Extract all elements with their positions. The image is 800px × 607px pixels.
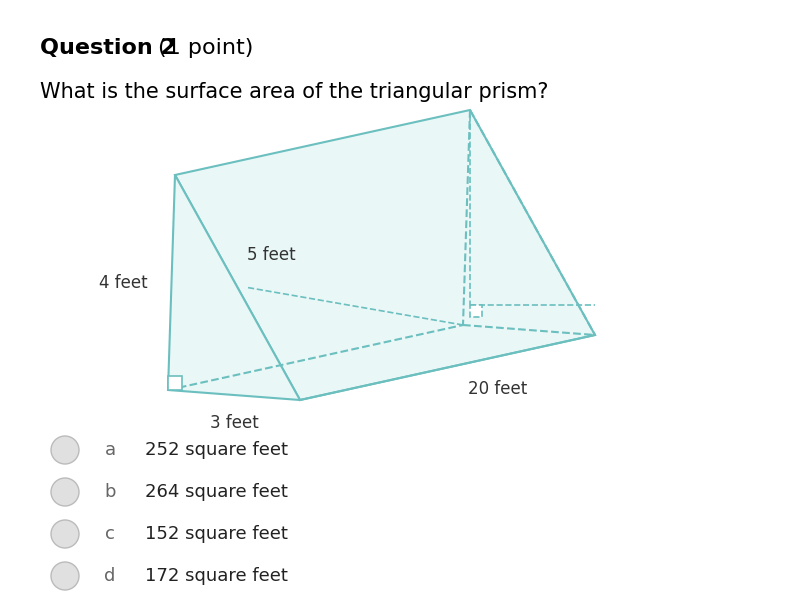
Text: 152 square feet: 152 square feet [145,525,288,543]
Text: a: a [105,441,115,459]
Text: Question 2: Question 2 [40,38,176,58]
Text: c: c [105,525,115,543]
Text: b: b [104,483,116,501]
Circle shape [51,436,79,464]
Text: d: d [104,567,116,585]
Text: 3 feet: 3 feet [210,414,258,432]
Polygon shape [168,376,182,390]
Polygon shape [470,305,482,317]
Text: 252 square feet: 252 square feet [145,441,288,459]
Text: 4 feet: 4 feet [99,274,148,291]
Text: 264 square feet: 264 square feet [145,483,288,501]
Text: 5 feet: 5 feet [247,246,296,264]
Polygon shape [168,175,300,400]
Polygon shape [175,110,595,400]
Circle shape [51,478,79,506]
Text: 20 feet: 20 feet [467,381,526,399]
Text: 172 square feet: 172 square feet [145,567,288,585]
Text: (1 point): (1 point) [158,38,254,58]
Circle shape [51,520,79,548]
Circle shape [51,562,79,590]
Text: What is the surface area of the triangular prism?: What is the surface area of the triangul… [40,82,549,102]
